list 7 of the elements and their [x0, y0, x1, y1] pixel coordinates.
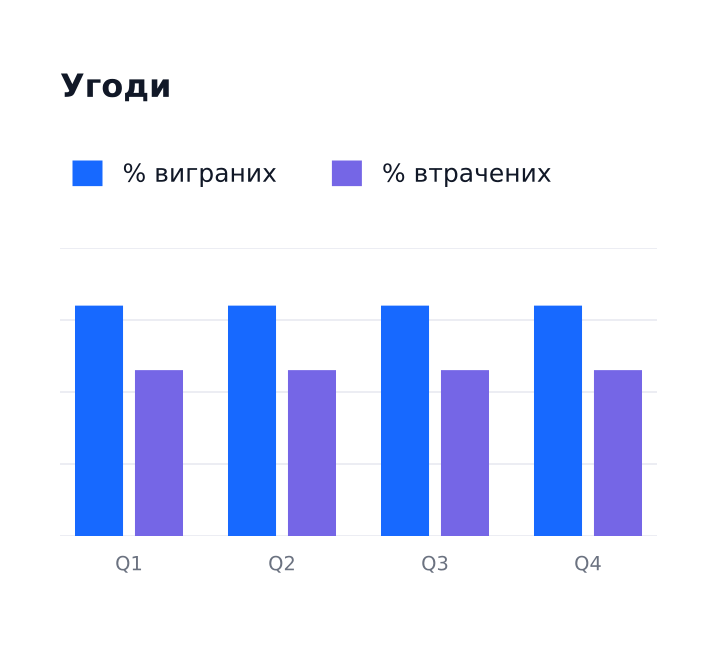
legend-label: % втрачених	[383, 163, 551, 187]
x-tick-label: Q1	[116, 556, 142, 573]
legend-label: % виграних	[124, 163, 276, 187]
x-tick-label: Q2	[269, 556, 294, 573]
chart-title: Угоди	[60, 74, 169, 102]
x-tick-label: Q4	[575, 556, 601, 573]
x-tick-label: Q3	[422, 556, 448, 573]
